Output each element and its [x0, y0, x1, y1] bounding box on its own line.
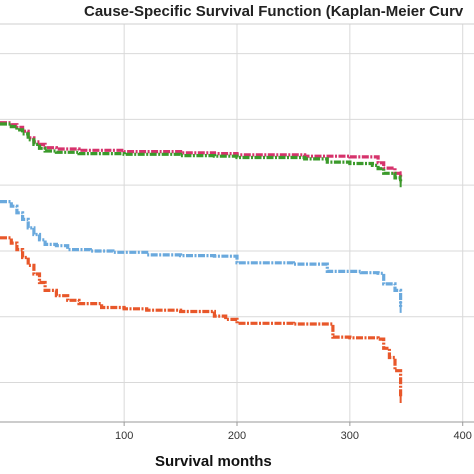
x-tick-label-1: 200: [228, 430, 246, 442]
x-tick-label-0: 100: [115, 430, 133, 442]
x-tick-label-3: 400: [454, 430, 472, 442]
chart-title: Cause-Specific Survival Function (Kaplan…: [84, 3, 464, 20]
x-tick-labels: 100 200 300 400: [115, 422, 472, 442]
survival-curves: [0, 121, 403, 404]
survival-curve-2: [0, 200, 403, 307]
survival-curve-3: [0, 236, 403, 397]
x-axis-label: Survival months: [155, 453, 272, 470]
survival-curve-0: [0, 121, 403, 178]
survival-curve-1: [0, 122, 403, 182]
x-tick-label-2: 300: [341, 430, 359, 442]
